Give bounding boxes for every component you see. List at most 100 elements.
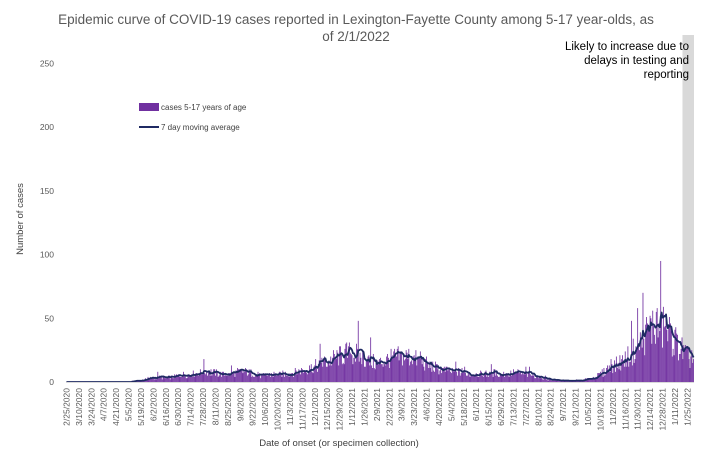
- case-bar: [539, 378, 541, 382]
- case-bar: [176, 375, 178, 382]
- case-bar: [528, 371, 529, 382]
- case-bar: [623, 360, 624, 382]
- x-axis-title: Date of onset (or specimen collection): [259, 438, 418, 449]
- case-bar: [534, 378, 536, 382]
- case-bar: [687, 346, 689, 382]
- case-bar: [617, 362, 619, 382]
- case-bar: [595, 376, 597, 382]
- case-bar: [233, 371, 235, 382]
- case-bar: [602, 376, 604, 382]
- case-bar: [434, 371, 435, 382]
- case-bar: [691, 350, 693, 382]
- x-tick-label: 9/21/2021: [571, 388, 581, 426]
- x-tick-label: 3/9/2021: [397, 388, 407, 421]
- case-bar: [303, 370, 305, 382]
- case-bar: [411, 360, 412, 382]
- case-bar: [225, 375, 227, 382]
- case-bar: [662, 347, 663, 382]
- case-bar: [668, 327, 670, 382]
- case-bar: [600, 375, 602, 382]
- case-bar: [607, 370, 609, 382]
- case-bar: [438, 374, 440, 382]
- case-bar: [329, 365, 331, 382]
- case-bar: [377, 360, 379, 382]
- case-bar: [215, 369, 217, 382]
- case-bar: [475, 373, 477, 382]
- x-tick-label: 1/11/2022: [670, 388, 680, 425]
- x-tick-label: 1/12/2021: [347, 388, 357, 426]
- case-bar: [332, 357, 333, 382]
- case-bar: [535, 378, 537, 382]
- case-bar: [206, 371, 207, 382]
- x-tick-label: 10/19/2021: [595, 388, 605, 431]
- case-bar: [280, 373, 282, 382]
- case-bar: [431, 371, 433, 382]
- case-bar: [419, 351, 421, 382]
- case-bar: [488, 376, 490, 382]
- case-bar: [172, 378, 174, 382]
- x-tick-label: 11/30/2021: [633, 388, 643, 430]
- case-bar: [227, 375, 229, 382]
- case-bar: [306, 373, 308, 382]
- case-bar: [677, 334, 678, 382]
- case-bar: [171, 375, 173, 382]
- case-bar: [545, 379, 547, 382]
- case-bar: [213, 369, 215, 382]
- case-bar: [509, 375, 511, 382]
- case-bar: [259, 373, 261, 382]
- case-bar: [258, 375, 260, 382]
- x-tick-label: 6/30/2020: [173, 388, 183, 426]
- case-bar: [236, 371, 238, 382]
- case-bar: [301, 367, 302, 382]
- case-bar: [293, 373, 295, 382]
- case-bar: [621, 359, 623, 382]
- case-bar: [188, 374, 190, 382]
- case-bar: [230, 375, 231, 382]
- case-bar: [640, 337, 642, 382]
- case-bar: [434, 361, 436, 382]
- case-bar: [339, 346, 341, 382]
- x-tick-label: 6/2/2020: [148, 388, 158, 421]
- case-bar: [623, 366, 625, 382]
- case-bar: [673, 355, 675, 382]
- case-bar: [641, 347, 643, 382]
- case-bar: [278, 371, 280, 382]
- case-bar: [211, 375, 213, 382]
- case-bar: [497, 376, 499, 382]
- case-bar: [492, 376, 494, 382]
- case-bar: [270, 376, 271, 382]
- case-bar: [626, 360, 628, 382]
- case-bar: [168, 375, 170, 382]
- case-bar: [308, 371, 309, 382]
- case-bar: [189, 375, 191, 382]
- case-bar: [158, 378, 160, 382]
- case-bar: [269, 373, 270, 382]
- case-bar: [253, 376, 255, 382]
- case-bar: [422, 359, 424, 382]
- case-bar: [390, 348, 392, 382]
- case-bar: [538, 375, 540, 382]
- case-bar: [340, 352, 342, 382]
- case-bar: [197, 374, 199, 382]
- case-bar: [669, 317, 671, 382]
- case-bar: [204, 373, 206, 382]
- case-bar: [658, 323, 660, 382]
- case-bar: [487, 374, 489, 382]
- case-bar: [148, 378, 150, 382]
- case-bar: [639, 350, 640, 382]
- case-bar: [295, 370, 297, 382]
- case-bar: [284, 376, 286, 382]
- case-bar: [277, 375, 278, 382]
- annotation-line-1: Likely to increase due to: [565, 41, 689, 53]
- case-bar: [418, 357, 419, 382]
- case-bar: [341, 364, 343, 382]
- case-bar: [498, 376, 500, 382]
- case-bar: [654, 334, 655, 382]
- case-bar: [599, 373, 600, 382]
- case-bar: [385, 365, 387, 382]
- case-bar: [523, 371, 525, 382]
- case-bar: [654, 343, 656, 382]
- x-tick-label: 6/1/2021: [471, 388, 481, 421]
- case-bar: [255, 374, 257, 382]
